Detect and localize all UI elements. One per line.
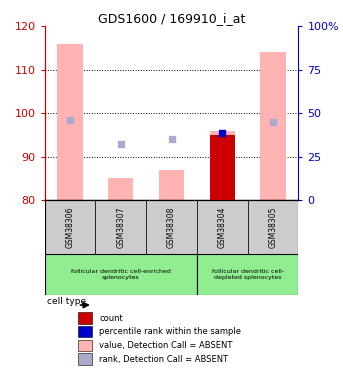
Text: cell type: cell type bbox=[47, 297, 86, 306]
Point bbox=[220, 130, 225, 136]
Bar bbox=[57, 44, 83, 200]
Bar bbox=[197, 255, 298, 295]
Text: value, Detection Call = ABSENT: value, Detection Call = ABSENT bbox=[99, 341, 233, 350]
Bar bbox=[248, 200, 298, 255]
Point bbox=[169, 136, 174, 142]
Point bbox=[118, 141, 123, 147]
Text: rank, Detection Call = ABSENT: rank, Detection Call = ABSENT bbox=[99, 355, 228, 364]
Point bbox=[270, 119, 276, 125]
Bar bbox=[210, 135, 235, 200]
Bar bbox=[78, 312, 92, 324]
Bar bbox=[210, 130, 235, 200]
Text: count: count bbox=[99, 314, 123, 322]
Text: follicular dendritic cell-
depleted splenocytes: follicular dendritic cell- depleted sple… bbox=[212, 269, 284, 280]
Bar bbox=[95, 200, 146, 255]
Bar bbox=[78, 326, 92, 338]
Bar bbox=[197, 200, 248, 255]
Text: GSM38305: GSM38305 bbox=[269, 207, 277, 248]
Text: follicular dendritic cell-enriched
splenocytes: follicular dendritic cell-enriched splen… bbox=[71, 269, 170, 280]
Bar bbox=[78, 340, 92, 351]
Bar bbox=[146, 200, 197, 255]
Bar bbox=[45, 255, 197, 295]
Bar bbox=[108, 178, 133, 200]
Bar bbox=[159, 170, 184, 200]
Text: GSM38307: GSM38307 bbox=[116, 207, 125, 248]
Text: percentile rank within the sample: percentile rank within the sample bbox=[99, 327, 241, 336]
Title: GDS1600 / 169910_i_at: GDS1600 / 169910_i_at bbox=[98, 12, 245, 25]
Point bbox=[67, 117, 73, 123]
Text: GSM38304: GSM38304 bbox=[218, 207, 227, 248]
Text: GSM38308: GSM38308 bbox=[167, 207, 176, 248]
Bar bbox=[45, 200, 95, 255]
Text: GSM38306: GSM38306 bbox=[66, 207, 74, 248]
Bar bbox=[78, 353, 92, 365]
Bar bbox=[260, 53, 286, 200]
